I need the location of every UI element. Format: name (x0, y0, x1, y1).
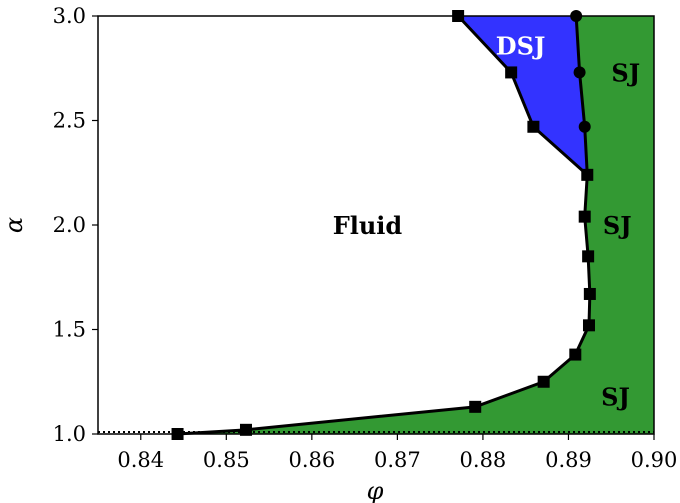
region-labels-layer: Fluid DSJ SJ SJ SJ (333, 31, 640, 411)
dsj-left-boundary-line (457, 14, 589, 176)
x-tick-label: 0.88 (460, 448, 507, 472)
x-tick-label: 0.87 (374, 448, 421, 472)
series-lines-layer (98, 14, 654, 436)
x-tick-label: 0.84 (117, 448, 164, 472)
square-marker (569, 348, 582, 361)
region-label-sj: SJ (611, 58, 640, 87)
y-tick-label: 1.0 (53, 422, 86, 446)
circle-marker (578, 120, 591, 133)
x-axis-label: φ (367, 477, 384, 503)
region-label-sj: SJ (601, 382, 630, 411)
region-label-fluid: Fluid (333, 211, 403, 240)
main-boundary-line (177, 174, 592, 436)
dsj-region (458, 16, 588, 175)
markers-layer (171, 10, 596, 440)
square-marker (582, 250, 595, 263)
square-marker (578, 210, 591, 223)
dsj-right-boundary-line (574, 15, 589, 175)
x-tick-label: 0.89 (545, 448, 592, 472)
y-tick-label: 1.5 (53, 318, 86, 342)
region-label-dsj: DSJ (496, 31, 546, 60)
square-marker (469, 400, 482, 413)
circle-marker (573, 66, 586, 79)
x-tick-label: 0.86 (288, 448, 335, 472)
square-marker (527, 120, 540, 133)
square-marker (581, 168, 594, 181)
square-marker (537, 375, 550, 388)
x-tick-label: 0.90 (631, 448, 678, 472)
y-tick-label: 3.0 (53, 4, 86, 28)
y-tick-label: 2.0 (53, 213, 86, 237)
square-marker (583, 287, 596, 300)
square-marker (505, 66, 518, 79)
sj-region (98, 16, 654, 434)
y-axis-label: α (0, 217, 28, 233)
region-label-sj: SJ (603, 211, 632, 240)
y-tick-label: 2.5 (53, 109, 86, 133)
regions-layer (98, 16, 654, 434)
square-marker (582, 319, 595, 332)
square-marker (239, 423, 252, 436)
x-tick-label: 0.85 (203, 448, 250, 472)
axes-layer: 0.84 0.85 0.86 0.87 0.88 0.89 0.90 1.0 1.5 2.0 2.5… (53, 4, 678, 472)
